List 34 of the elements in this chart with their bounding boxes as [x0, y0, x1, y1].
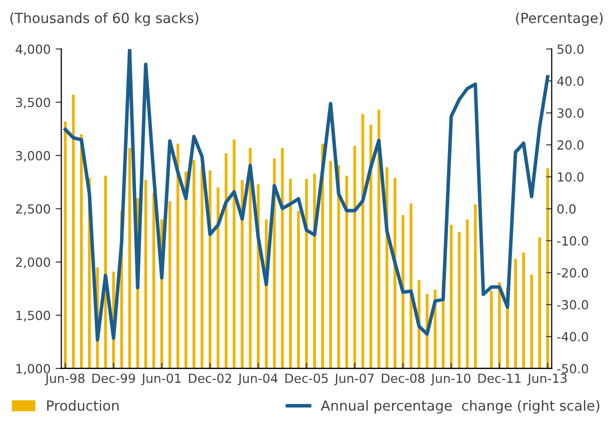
- x-tick-label: Jun-98: [44, 374, 84, 386]
- legend-label: Production: [47, 400, 119, 411]
- y-tick-label: 3,500: [16, 98, 50, 108]
- y-axis-title: (Thousands of 60 kg sacks): [10, 12, 198, 26]
- y-tick-label: 2,500: [16, 204, 50, 215]
- y2-tick-label: 40.0: [557, 76, 584, 86]
- y2-tick-label: 10.0: [558, 172, 584, 182]
- x-tick-label: Dec-02: [188, 374, 232, 384]
- y2-axis-title: (Percentage): [516, 12, 603, 26]
- legend-label: Annual percentage change (right scale): [320, 400, 600, 414]
- y-tick-label: 3,000: [16, 150, 50, 162]
- y2-tick-label: -50.0: [557, 364, 588, 374]
- y-tick-label: 2,000: [16, 257, 50, 268]
- y2-tick-label: 20.0: [557, 140, 584, 150]
- x-tick-label: Jun-07: [334, 374, 374, 386]
- x-tick-label: Dec-99: [92, 374, 135, 384]
- y2-tick-label: -10.0: [557, 236, 588, 246]
- x-tick-label: Jun-13: [527, 374, 567, 386]
- x-tick-label: Jun-04: [238, 374, 278, 386]
- x-tick-label: Dec-11: [478, 374, 521, 384]
- y-tick-label: 4,000: [16, 44, 50, 56]
- line-series: [64, 48, 550, 342]
- x-tick-label: Jun-10: [430, 374, 470, 386]
- x-tick-label: Dec-08: [382, 374, 424, 384]
- y-tick-label: 1,000: [16, 364, 50, 375]
- y2-tick-label: -20.0: [557, 268, 588, 278]
- y2-tick-label: 30.0: [558, 108, 584, 118]
- x-tick-label: Jun-01: [141, 374, 181, 386]
- x-tick-label: Dec-05: [285, 374, 328, 384]
- y2-tick-label: -40.0: [557, 332, 588, 342]
- y2-tick-label: 0.0: [557, 204, 576, 214]
- y-tick-label: 1,500: [16, 310, 50, 322]
- y2-tick-label: 50.0: [558, 44, 584, 54]
- y2-tick-label: -30.0: [557, 300, 588, 310]
